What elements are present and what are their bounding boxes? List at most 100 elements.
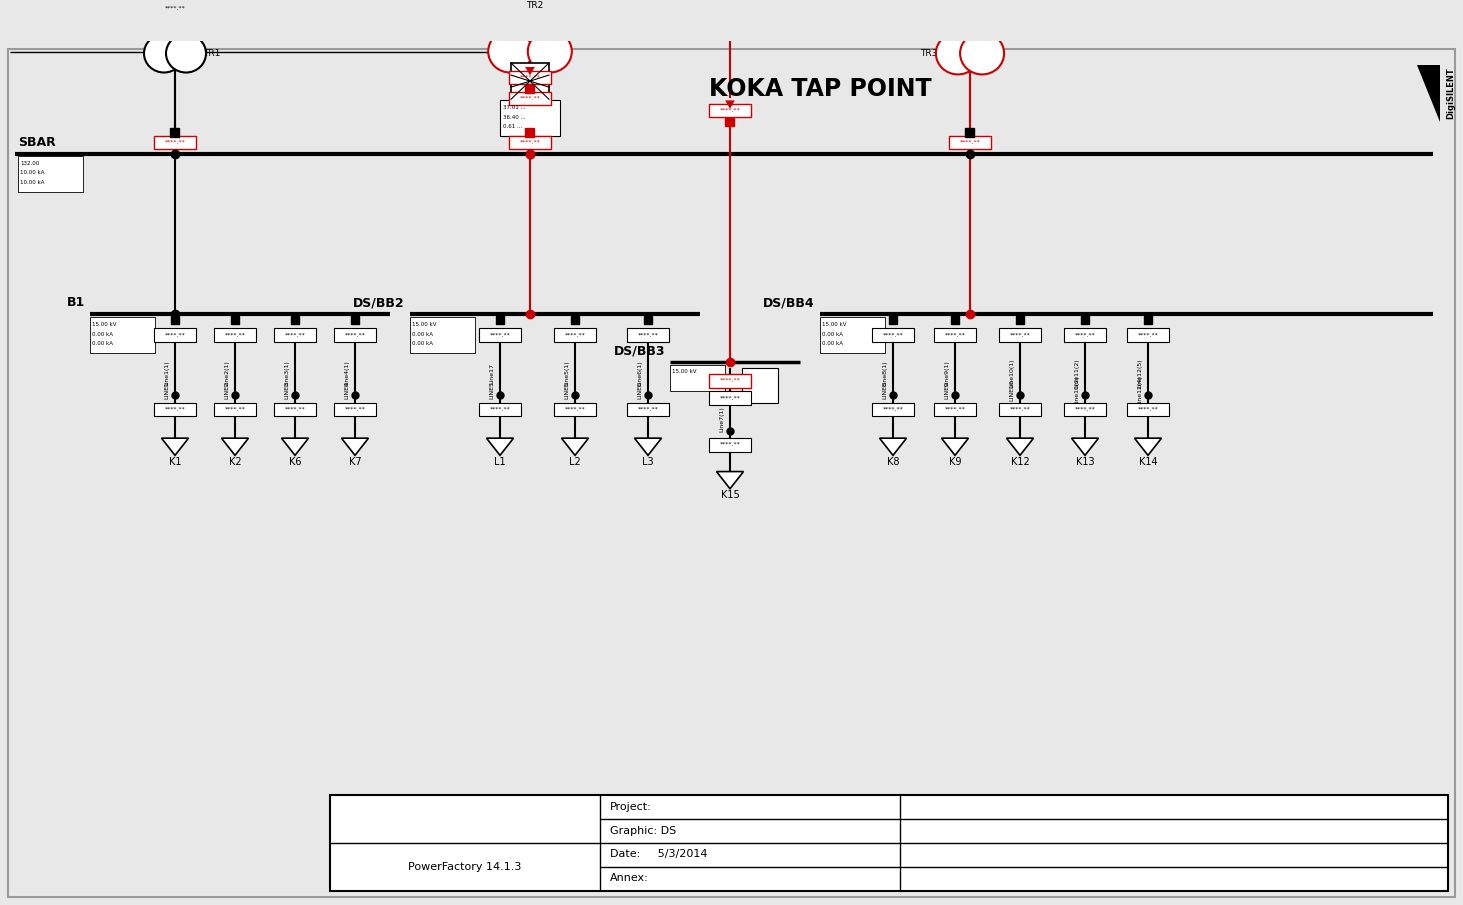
Text: 15.00 kV: 15.00 kV [413, 322, 436, 327]
Text: ****.**: ****.** [490, 332, 511, 338]
Text: TR1: TR1 [203, 49, 221, 58]
Text: ****.**: ****.** [1138, 332, 1159, 338]
Bar [571, 316, 579, 324]
Bar [231, 316, 238, 324]
Text: ****.**: ****.** [945, 407, 966, 412]
Bar [999, 403, 1042, 416]
Bar [525, 129, 534, 137]
Bar [710, 391, 751, 405]
Bar [509, 91, 552, 105]
Polygon shape [635, 438, 661, 455]
Text: Line12(5): Line12(5) [1138, 358, 1143, 388]
Bar [478, 329, 521, 342]
Bar [554, 403, 595, 416]
Bar [872, 329, 914, 342]
Text: ****.**: ****.** [1138, 407, 1159, 412]
Bar [933, 403, 976, 416]
Text: ****.**: ****.** [165, 332, 186, 338]
Polygon shape [879, 438, 907, 455]
Text: K14: K14 [1138, 457, 1157, 467]
Bar [334, 329, 376, 342]
Text: 15.00 kV: 15.00 kV [92, 322, 117, 327]
Bar [214, 403, 256, 416]
Text: Line17: Line17 [490, 363, 494, 384]
Text: ****.**: ****.** [490, 407, 511, 412]
Bar [1015, 316, 1024, 324]
Bar [154, 329, 196, 342]
Polygon shape [717, 472, 743, 489]
Bar [710, 374, 751, 387]
Text: ****.**: ****.** [519, 96, 540, 100]
Text: KOKA TAP POINT: KOKA TAP POINT [708, 77, 932, 100]
Text: ****.**: ****.** [285, 407, 306, 412]
Polygon shape [1071, 438, 1099, 455]
Bar [1127, 403, 1169, 416]
Text: ****.**: ****.** [638, 332, 658, 338]
Text: L1: L1 [494, 457, 506, 467]
Text: Line2(1): Line2(1) [224, 360, 230, 386]
Text: LINE5: LINE5 [565, 382, 569, 399]
Text: Project:: Project: [610, 802, 651, 812]
Text: 0.00 kA: 0.00 kA [92, 331, 113, 337]
Text: K1: K1 [168, 457, 181, 467]
Text: Line7(1): Line7(1) [720, 406, 724, 432]
Text: Line3(1): Line3(1) [284, 360, 290, 386]
Text: ****.**: ****.** [1075, 332, 1096, 338]
Text: Line10(1): Line10(1) [1009, 358, 1014, 388]
Text: ****.**: ****.** [945, 332, 966, 338]
Text: 10.00 kA: 10.00 kA [20, 170, 44, 176]
Text: Line1(1): Line1(1) [164, 360, 170, 386]
Bar [742, 368, 778, 403]
Text: 10.00 kA: 10.00 kA [20, 180, 44, 185]
Polygon shape [221, 438, 249, 455]
Text: ****.**: ****.** [165, 407, 186, 412]
Text: ****.**: ****.** [720, 395, 740, 401]
Text: LINE9: LINE9 [945, 381, 949, 399]
Text: ****.**: ****.** [165, 139, 186, 145]
Text: Line6(1): Line6(1) [638, 360, 642, 386]
Text: TR2: TR2 [527, 1, 544, 10]
Bar [496, 316, 503, 324]
Bar [91, 317, 155, 353]
Text: Graphic: DS: Graphic: DS [610, 825, 676, 835]
Bar [500, 100, 560, 137]
Text: LINE4: LINE4 [344, 381, 350, 399]
Bar [331, 795, 1448, 891]
Bar [670, 365, 726, 391]
Polygon shape [1134, 438, 1162, 455]
Text: LINE6: LINE6 [638, 382, 642, 399]
Text: K7: K7 [348, 457, 361, 467]
Polygon shape [942, 438, 969, 455]
Bar [1144, 316, 1151, 324]
Bar [18, 156, 83, 192]
Text: 132.00: 132.00 [20, 161, 40, 166]
Bar [710, 438, 751, 452]
Text: ****.**: ****.** [882, 332, 903, 338]
Text: Line10(2): Line10(2) [1074, 376, 1080, 405]
Bar [726, 118, 734, 127]
Bar [628, 403, 669, 416]
Polygon shape [161, 438, 189, 455]
Text: ****.**: ****.** [345, 407, 366, 412]
Text: ****.**: ****.** [960, 139, 980, 145]
Text: ****.**: ****.** [225, 407, 246, 412]
Text: Line4(1): Line4(1) [344, 360, 350, 386]
Text: L3: L3 [642, 457, 654, 467]
Bar [644, 316, 652, 324]
Text: 0.00 kA: 0.00 kA [413, 341, 433, 346]
Bar [410, 317, 475, 353]
Bar [999, 329, 1042, 342]
Bar [819, 317, 885, 353]
Bar [951, 316, 960, 324]
Bar [1064, 329, 1106, 342]
Bar [525, 139, 534, 148]
Text: 0.00 kA: 0.00 kA [822, 341, 843, 346]
Text: LINE1: LINE1 [164, 382, 170, 399]
Bar [890, 316, 897, 324]
Text: ****.**: ****.** [519, 139, 540, 145]
Text: 15.00 kV: 15.00 kV [822, 322, 847, 327]
Polygon shape [966, 2, 974, 11]
Bar [525, 84, 534, 93]
Circle shape [960, 33, 1004, 74]
Circle shape [143, 34, 184, 72]
